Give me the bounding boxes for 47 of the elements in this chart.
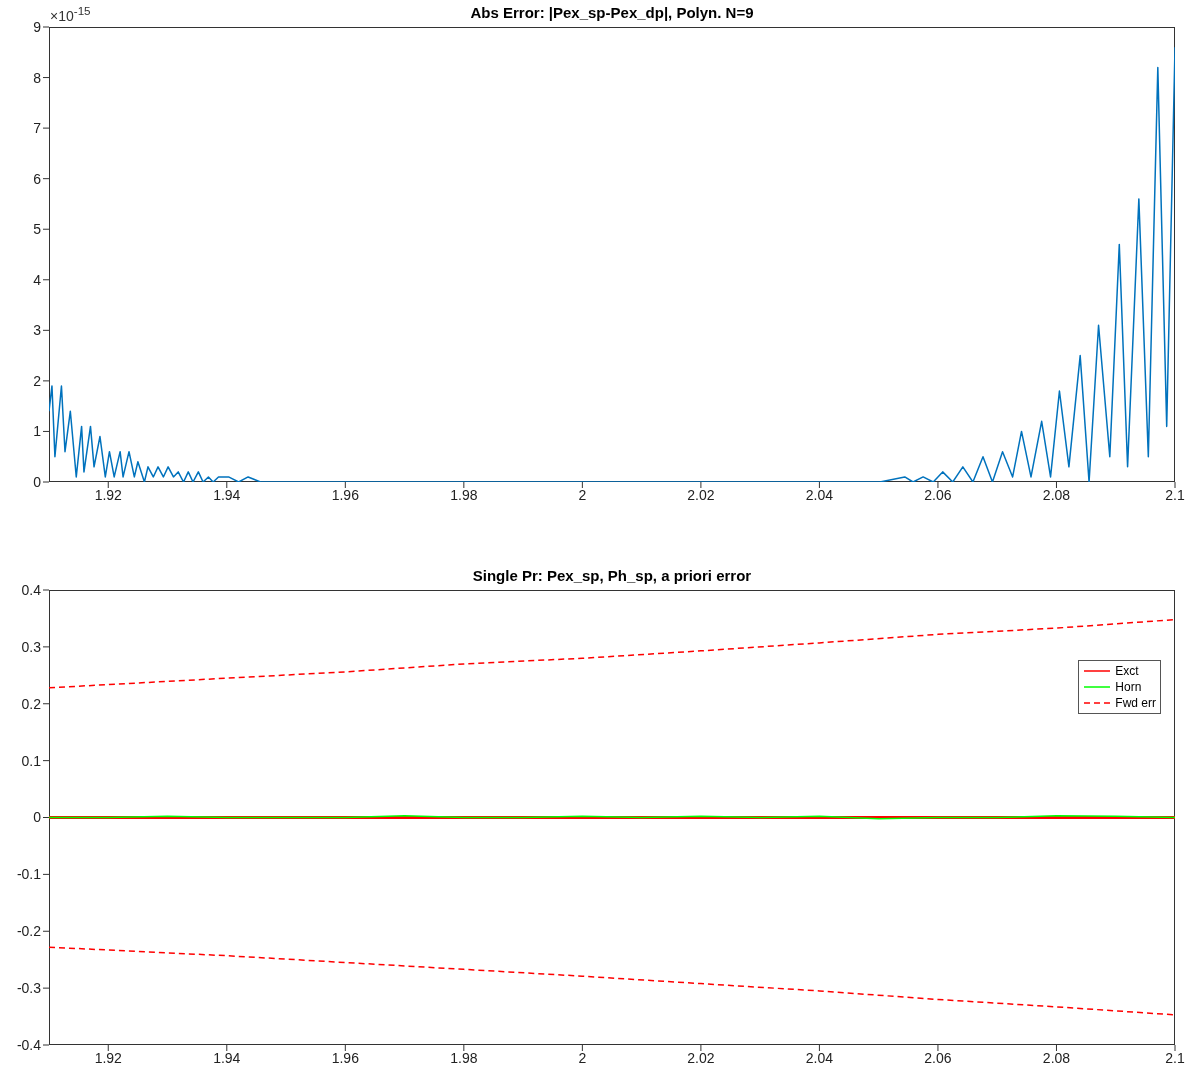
x-tick-label: 2.06 (924, 486, 952, 503)
chart-title: Abs Error: |Pex_sp-Pex_dp|, Polyn. N=9 (470, 4, 754, 21)
y-tick-label: 1 (33, 423, 42, 440)
y-tick-label: 0 (33, 473, 42, 490)
y-tick-label: 2 (33, 372, 42, 389)
x-tick-label: 1.92 (94, 486, 123, 503)
x-tick-label: 2.04 (805, 1049, 834, 1066)
line-series (49, 946, 1175, 1016)
y-tick-label: 3 (33, 322, 42, 339)
x-tick-label: 1.96 (331, 486, 360, 503)
y-tick-label: 0 (33, 809, 42, 826)
y-tick-label: 6 (33, 170, 42, 187)
x-tick-label: 2.1 (1165, 1049, 1185, 1066)
x-tick-label: 1.94 (213, 486, 241, 503)
x-tick-label: 2 (578, 1049, 587, 1066)
y-tick-label: 0.4 (21, 581, 42, 598)
x-tick-label: 1.96 (331, 1049, 360, 1066)
x-tick-label: 2.02 (687, 1049, 715, 1066)
x-tick-label: 1.92 (94, 1049, 123, 1066)
legend-label: Fwd err (1115, 696, 1156, 710)
line-series (49, 618, 1175, 689)
y-tick-label: 4 (33, 271, 42, 288)
chart-title: Single Pr: Pex_sp, Ph_sp, a priori error (471, 567, 753, 584)
y-tick-label: 0.2 (21, 695, 42, 712)
y-tick-label: 9 (33, 18, 42, 35)
x-tick-label: 2.04 (805, 486, 834, 503)
x-tick-label: 1.94 (213, 1049, 241, 1066)
x-tick-label: 1.98 (450, 1049, 478, 1066)
y-tick-label: 0.1 (21, 752, 42, 769)
text: ×10$^{-15}$ (50, 4, 91, 24)
x-tick-label: 2.08 (1042, 486, 1071, 503)
x-tick-label: 2.1 (1165, 486, 1185, 503)
y-tick-label: 5 (33, 221, 42, 238)
x-tick-label: 2.08 (1042, 1049, 1071, 1066)
x-tick-label: 2.02 (687, 486, 715, 503)
y-tick-label: 7 (33, 120, 42, 137)
legend-label: Horn (1115, 680, 1142, 694)
y-tick-label: 8 (33, 69, 42, 86)
x-tick-label: 2.06 (924, 1049, 952, 1066)
y-tick-label: -0.4 (16, 1036, 42, 1053)
x-tick-label: 1.98 (450, 486, 478, 503)
y-tick-label: -0.3 (16, 980, 42, 997)
y-tick-label: 0.3 (21, 638, 42, 655)
y-tick-label: -0.1 (16, 866, 42, 883)
x-tick-label: 2 (578, 486, 587, 503)
legend-label: Exct (1115, 664, 1139, 678)
y-tick-label: -0.2 (16, 923, 42, 940)
